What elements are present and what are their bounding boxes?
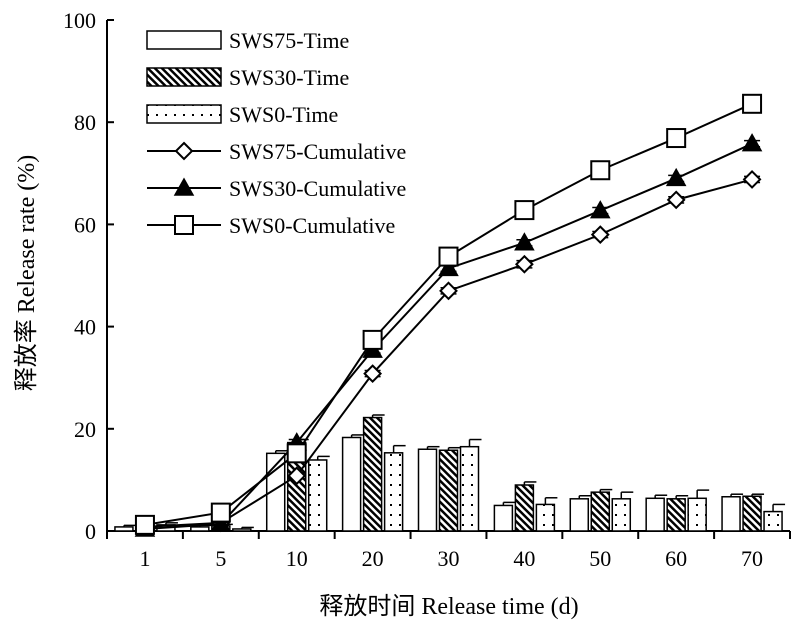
y-tick-label: 20 [74, 417, 96, 442]
bar [417, 448, 438, 532]
bar [666, 498, 686, 532]
legend-label: SWS30-Cumulative [229, 176, 406, 201]
bar [721, 496, 741, 532]
x-tick-label: 20 [362, 546, 384, 571]
bar [611, 498, 632, 532]
bar [114, 526, 134, 532]
legend-marker [174, 141, 194, 161]
legend-label: SWS0-Time [229, 102, 338, 127]
point-marker [590, 225, 610, 245]
point-marker [590, 160, 611, 181]
bar [190, 526, 210, 532]
y-axis-title: 释放率 Release rate (%) [13, 155, 40, 392]
point-marker [589, 200, 611, 219]
bar [590, 491, 611, 532]
point-marker [666, 190, 686, 210]
legend: SWS75-Time SWS30-Time SWS0-Time SWS75-Cumul… [146, 28, 406, 238]
x-tick-label: 1 [139, 546, 150, 571]
point-marker [210, 502, 231, 523]
legend-swatch [146, 104, 222, 124]
point-marker [287, 466, 307, 486]
point-marker [514, 232, 535, 251]
bar [459, 445, 480, 532]
x-axis-title: 释放时间 Release time (d) [319, 593, 578, 620]
y-tick-label: 0 [85, 519, 96, 544]
bar [514, 484, 535, 532]
point-marker [666, 128, 687, 149]
legend-label: SWS75-Time [229, 28, 349, 53]
x-tick-group: 1 5 10 20 30 40 50 60 70 [106, 531, 791, 571]
bar [493, 504, 514, 532]
plot-area: 0 20 40 60 80 100 1 5 10 20 30 40 50 60 70 SWS75-Time… [63, 8, 791, 571]
point-marker [362, 329, 383, 350]
line-group [134, 93, 763, 537]
bar-group [114, 414, 786, 532]
point-marker [514, 254, 534, 274]
legend-swatch [146, 30, 222, 50]
point-marker [210, 513, 232, 532]
bar [742, 495, 762, 532]
point-marker [439, 281, 458, 301]
point-marker [286, 443, 307, 464]
bar [687, 497, 707, 532]
x-tick-label: 5 [215, 546, 226, 571]
bar [341, 436, 362, 532]
x-tick-label: 50 [589, 546, 611, 571]
legend-label: SWS30-Time [229, 65, 349, 90]
point-marker [438, 257, 459, 277]
bar [569, 498, 590, 532]
point-marker [665, 167, 687, 187]
x-tick-label: 30 [438, 546, 460, 571]
x-tick-label: 60 [665, 546, 687, 571]
legend-swatch [146, 67, 222, 87]
point-marker [438, 246, 459, 267]
bar [438, 449, 459, 532]
bar [763, 510, 783, 532]
legend-marker [173, 177, 195, 196]
bar [362, 416, 383, 532]
bar [645, 497, 665, 532]
point-marker [363, 364, 383, 384]
y-tick-group: 0 20 40 60 80 100 [63, 8, 114, 544]
point-marker [134, 514, 155, 535]
legend-label: SWS75-Cumulative [229, 139, 406, 164]
point-marker [742, 93, 763, 114]
point-marker [741, 133, 763, 152]
bar [535, 503, 556, 532]
y-tick-label: 60 [74, 212, 96, 237]
bar [232, 528, 252, 532]
legend-label: SWS0-Cumulative [229, 213, 395, 238]
y-tick-label: 40 [74, 315, 96, 340]
x-tick-label: 40 [513, 546, 535, 571]
bar [383, 452, 404, 532]
y-tick-label: 80 [74, 110, 96, 135]
x-tick-label: 10 [286, 546, 308, 571]
legend-marker [174, 215, 194, 235]
y-tick-label: 100 [63, 8, 96, 33]
point-marker [742, 170, 762, 189]
bar [307, 459, 328, 532]
x-tick-label: 70 [741, 546, 763, 571]
point-marker [514, 200, 535, 221]
